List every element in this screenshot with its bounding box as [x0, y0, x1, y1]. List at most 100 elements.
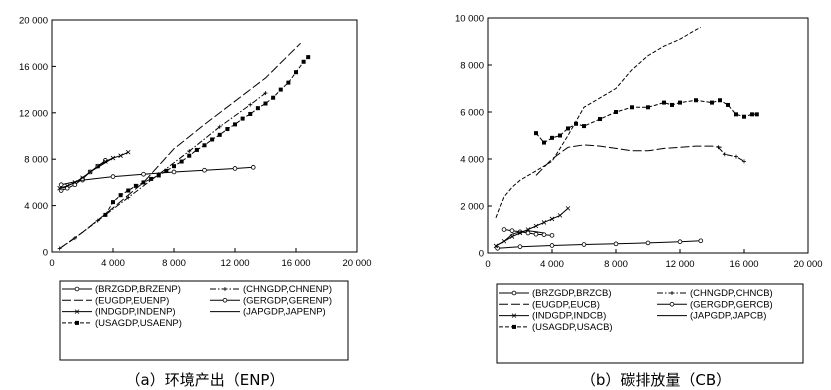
data-point — [549, 233, 555, 238]
legend-marker — [511, 313, 517, 318]
data-point — [614, 110, 618, 114]
data-point — [742, 114, 746, 119]
data-point — [742, 159, 746, 164]
data-point — [233, 122, 237, 127]
series-line — [59, 42, 301, 249]
data-point — [581, 242, 587, 247]
legend-marker — [512, 324, 516, 329]
legend-marker — [74, 309, 80, 314]
y-tick-label: 4 000 — [24, 201, 48, 212]
chart-b-legend: (BRZGDP,BRZCB) (CHNGDP,CHNCB) (EUGDP,EUCB)… — [499, 288, 773, 333]
x-tick-label: 20 000 — [793, 259, 822, 270]
data-point — [557, 213, 563, 218]
legend-label: (USAGDP,USAENP) — [95, 318, 182, 329]
data-point — [110, 174, 116, 179]
x-tick-label: 0 — [485, 259, 490, 270]
data-point — [294, 70, 298, 75]
legend-entry: (GERGDP,GERCB) — [657, 299, 773, 310]
y-tick-label: 4 000 — [460, 155, 484, 166]
series-3 — [58, 158, 108, 193]
data-point — [541, 220, 547, 225]
legend-label: (EUGDP,EUENP) — [95, 295, 169, 306]
data-point — [495, 246, 500, 251]
data-point — [156, 173, 161, 178]
series-line — [495, 26, 702, 218]
x-tick-label: 16 000 — [281, 258, 310, 269]
legend-marker — [222, 297, 228, 303]
data-point — [710, 100, 714, 105]
x-tick-label: 4 000 — [540, 259, 564, 270]
legend-entry: (JAPGDP,JAPENP) — [210, 307, 326, 318]
data-point — [103, 212, 108, 217]
data-point — [225, 127, 230, 132]
data-point — [217, 124, 222, 129]
legend-label: (CHNGDP,CHNCB) — [690, 288, 773, 299]
data-point — [566, 126, 570, 131]
series-line — [495, 207, 569, 247]
data-point — [111, 200, 115, 205]
data-point — [565, 206, 571, 211]
x-tick-label: 16 000 — [729, 259, 758, 270]
data-point — [118, 153, 123, 159]
data-point — [171, 169, 177, 175]
data-point — [125, 149, 131, 155]
data-point — [57, 185, 62, 191]
data-point — [217, 132, 222, 137]
data-point — [558, 133, 562, 138]
chart-b: 0 4 000 8 000 12 000 16 000 20 000 0 2 000 4 000… — [455, 14, 823, 390]
data-point — [141, 180, 146, 185]
data-point — [574, 121, 578, 126]
y-tick-label: 10 000 — [455, 14, 484, 25]
data-point — [263, 91, 268, 96]
data-point — [646, 105, 650, 110]
data-point — [734, 112, 738, 117]
x-tick-label: 8 000 — [162, 258, 186, 269]
legend-marker — [74, 286, 80, 292]
y-tick-label: 12 000 — [19, 108, 48, 119]
legend-label: (BRZGDP,BRZCB) — [532, 288, 612, 299]
data-point — [103, 159, 108, 164]
data-point — [534, 131, 538, 136]
x-tick-label: 4 000 — [101, 258, 125, 269]
data-point — [172, 164, 176, 169]
legend-marker — [670, 291, 674, 295]
data-point — [58, 182, 64, 188]
data-point — [149, 176, 154, 181]
series-line — [535, 144, 722, 176]
data-point — [95, 218, 100, 223]
data-point — [525, 230, 531, 236]
y-tick-label: 2 000 — [460, 202, 484, 213]
data-point — [542, 140, 546, 145]
series-1 — [716, 145, 746, 164]
legend-label: (BRZGDP,BRZENP) — [95, 284, 181, 295]
data-point — [598, 117, 602, 122]
data-point — [613, 241, 619, 247]
legend-entry: (INDGDP,INDCB) — [499, 311, 606, 322]
x-tick-label: 12 000 — [665, 259, 694, 270]
legend-label: (CHNGDP,CHNENP) — [243, 284, 332, 295]
data-point — [240, 116, 245, 121]
data-point — [501, 227, 507, 232]
series-5 — [495, 230, 545, 247]
legend-label: (EUGDP,EUCB) — [532, 299, 600, 310]
series-line — [495, 230, 545, 247]
series-line — [718, 146, 745, 162]
y-tick-label: 16 000 — [19, 62, 48, 73]
data-point — [141, 171, 146, 177]
chart-a: 0 4 000 8 000 12 000 16 000 20 000 0 4 000 8 000… — [19, 16, 372, 390]
x-tick-label: 20 000 — [342, 258, 371, 269]
data-point — [750, 112, 754, 117]
y-tick-label: 6 000 — [460, 108, 484, 119]
data-point — [677, 239, 683, 245]
data-point — [210, 137, 215, 142]
data-point — [202, 167, 207, 173]
data-point — [194, 147, 199, 152]
legend-marker — [511, 290, 517, 296]
data-point — [187, 149, 192, 154]
chart-a-legend-box — [59, 280, 349, 361]
series-5 — [62, 157, 114, 189]
legend-label: (GERGDP,GERENP) — [243, 295, 332, 306]
chart-b-frame — [487, 17, 809, 254]
legend-entry: (EUGDP,EUCB) — [499, 299, 600, 310]
